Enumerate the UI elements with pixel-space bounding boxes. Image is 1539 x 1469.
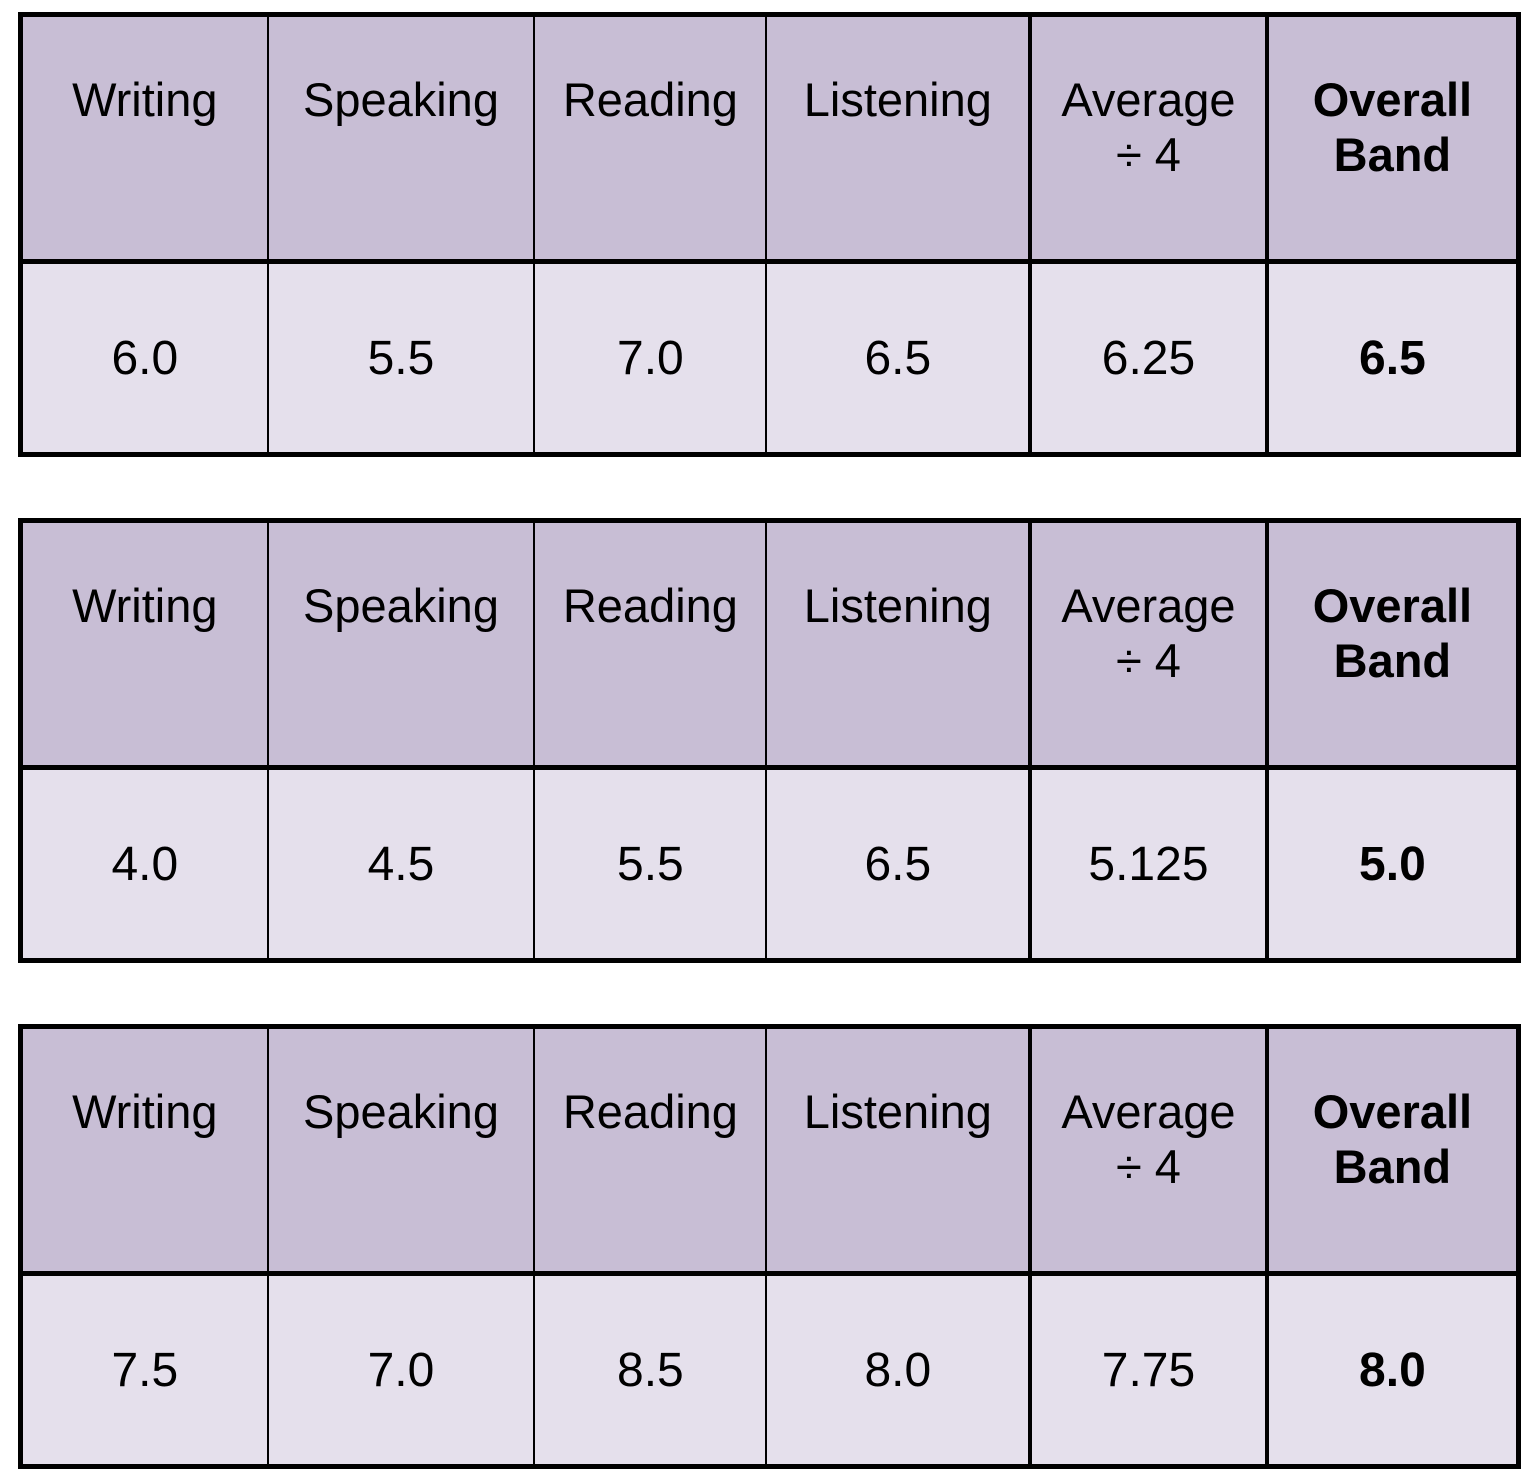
column-header-overall-band: Overall Band xyxy=(1264,13,1520,264)
header-label: Speaking xyxy=(302,579,499,632)
score-speaking: 7.0 xyxy=(266,1272,536,1468)
score-listening: 8.0 xyxy=(765,1272,1032,1468)
header-label: Average xyxy=(1061,579,1236,632)
column-header-reading: Reading xyxy=(533,13,768,264)
header-label: Writing xyxy=(72,579,218,632)
score-overall-band: 5.0 xyxy=(1264,766,1520,962)
header-label: Reading xyxy=(562,579,738,632)
column-header-writing: Writing xyxy=(19,1025,269,1276)
band-score-table-2: Writing Speaking Reading Listening Avera… xyxy=(18,518,1521,963)
column-header-reading: Reading xyxy=(533,1025,768,1276)
score-overall-band: 8.0 xyxy=(1264,1272,1520,1468)
score-row: 6.0 5.5 7.0 6.5 6.25 6.5 xyxy=(19,260,1520,456)
page: Writing Speaking Reading Listening Avera… xyxy=(18,12,1521,1469)
column-header-speaking: Speaking xyxy=(266,1025,536,1276)
header-label: Listening xyxy=(803,1085,992,1138)
band-score-table-1: Writing Speaking Reading Listening Avera… xyxy=(18,12,1521,457)
score-average: 5.125 xyxy=(1028,766,1268,962)
score-row: 7.5 7.0 8.5 8.0 7.75 8.0 xyxy=(19,1272,1520,1468)
score-speaking: 4.5 xyxy=(266,766,536,962)
header-label: Average xyxy=(1061,73,1236,126)
header-label: Overall xyxy=(1312,73,1473,126)
score-overall-band: 6.5 xyxy=(1264,260,1520,456)
score-writing: 4.0 xyxy=(19,766,269,962)
column-header-reading: Reading xyxy=(533,519,768,770)
column-header-listening: Listening xyxy=(765,519,1032,770)
column-header-average: Average ÷ 4 xyxy=(1028,13,1268,264)
header-row: Writing Speaking Reading Listening Avera… xyxy=(19,519,1520,770)
band-score-table-3: Writing Speaking Reading Listening Avera… xyxy=(18,1024,1521,1469)
score-writing: 7.5 xyxy=(19,1272,269,1468)
header-label: Listening xyxy=(803,579,992,632)
column-header-overall-band: Overall Band xyxy=(1264,519,1520,770)
header-label-line2: Band xyxy=(1333,633,1452,687)
score-reading: 8.5 xyxy=(533,1272,768,1468)
column-header-writing: Writing xyxy=(19,13,269,264)
column-header-listening: Listening xyxy=(765,1025,1032,1276)
header-label: Reading xyxy=(562,73,738,126)
column-header-average: Average ÷ 4 xyxy=(1028,1025,1268,1276)
score-average: 7.75 xyxy=(1028,1272,1268,1468)
header-label-line2: Band xyxy=(1333,127,1452,181)
header-label-line2: Band xyxy=(1333,1139,1452,1193)
column-header-speaking: Speaking xyxy=(266,13,536,264)
header-row: Writing Speaking Reading Listening Avera… xyxy=(19,13,1520,264)
header-row: Writing Speaking Reading Listening Avera… xyxy=(19,1025,1520,1276)
header-label: Reading xyxy=(562,1085,738,1138)
score-listening: 6.5 xyxy=(765,766,1032,962)
score-speaking: 5.5 xyxy=(266,260,536,456)
column-header-average: Average ÷ 4 xyxy=(1028,519,1268,770)
header-label-line2: ÷ 4 xyxy=(1115,1139,1181,1193)
column-header-overall-band: Overall Band xyxy=(1264,1025,1520,1276)
header-label: Overall xyxy=(1312,1085,1473,1138)
column-header-writing: Writing xyxy=(19,519,269,770)
header-label-line2: ÷ 4 xyxy=(1115,633,1181,687)
header-label: Overall xyxy=(1312,579,1473,632)
header-label: Writing xyxy=(72,73,218,126)
score-average: 6.25 xyxy=(1028,260,1268,456)
header-label: Speaking xyxy=(302,73,499,126)
score-reading: 5.5 xyxy=(533,766,768,962)
header-label: Listening xyxy=(803,73,992,126)
header-label: Average xyxy=(1061,1085,1236,1138)
column-header-speaking: Speaking xyxy=(266,519,536,770)
score-row: 4.0 4.5 5.5 6.5 5.125 5.0 xyxy=(19,766,1520,962)
column-header-listening: Listening xyxy=(765,13,1032,264)
score-writing: 6.0 xyxy=(19,260,269,456)
score-listening: 6.5 xyxy=(765,260,1032,456)
score-reading: 7.0 xyxy=(533,260,768,456)
header-label-line2: ÷ 4 xyxy=(1115,127,1181,181)
header-label: Writing xyxy=(72,1085,218,1138)
header-label: Speaking xyxy=(302,1085,499,1138)
